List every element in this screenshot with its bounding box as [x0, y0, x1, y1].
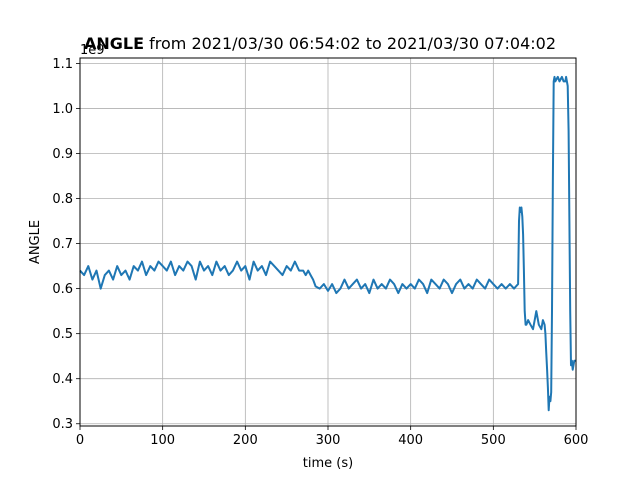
x-tick-label: 300 [316, 433, 341, 448]
axis-ticks: 0 100 200 300 400 500 600 0.3 0.4 0.5 0.6 0.7 0.8 0.9… [52, 57, 588, 448]
y-tick-label: 0.3 [52, 417, 73, 432]
x-tick-label: 500 [481, 433, 506, 448]
x-tick-label: 0 [76, 433, 84, 448]
y-axis-label: ANGLE [28, 220, 43, 264]
chart-title-rest: from 2021/03/30 06:54:02 to 2021/03/30 0… [144, 34, 556, 53]
series-line [79, 75, 576, 412]
y-tick-label: 0.4 [52, 372, 73, 387]
x-tick-label: 200 [233, 433, 258, 448]
x-tick-label: 100 [150, 433, 175, 448]
x-tick-label: 600 [564, 433, 589, 448]
chart-title-bold: ANGLE [84, 34, 145, 53]
y-tick-label: 0.8 [52, 192, 73, 207]
x-tick-label: 400 [398, 433, 423, 448]
x-axis-label: time (s) [303, 456, 353, 471]
y-offset-label: 1e9 [80, 43, 105, 58]
y-tick-label: 0.9 [52, 147, 73, 162]
y-tick-label: 0.6 [52, 282, 73, 297]
y-tick-label: 1.0 [52, 102, 73, 117]
grid-lines [79, 58, 577, 426]
y-tick-label: 0.5 [52, 327, 73, 342]
y-tick-label: 1.1 [52, 57, 73, 72]
chart-title: ANGLE from 2021/03/30 06:54:02 to 2021/0… [0, 34, 640, 53]
y-tick-label: 0.7 [52, 237, 73, 252]
